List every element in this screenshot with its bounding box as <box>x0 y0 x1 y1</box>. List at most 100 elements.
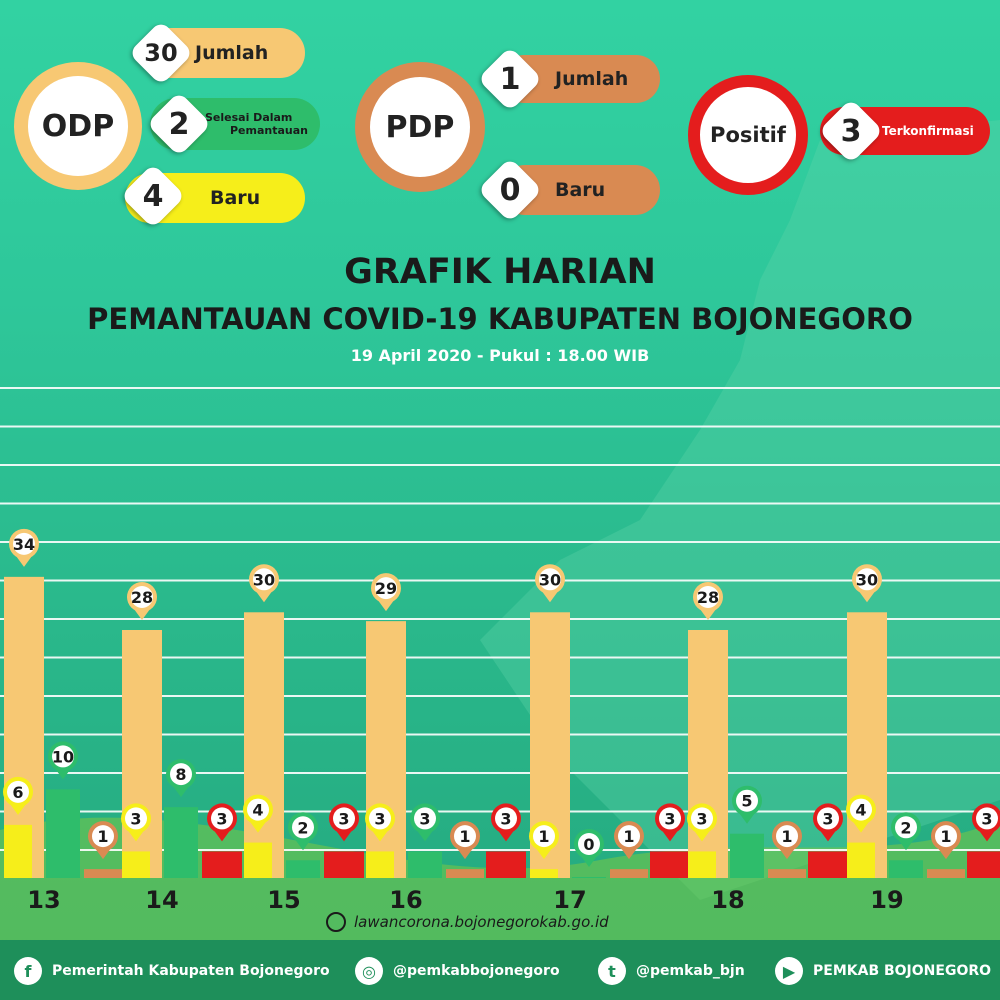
data-label: 3 <box>822 809 833 828</box>
odp-selesai-label-1: Selesai Dalam <box>205 111 293 124</box>
data-label: 3 <box>216 809 227 828</box>
twitter-link[interactable]: t @pemkab_bjn <box>598 957 745 985</box>
pin-odp-jumlah: 28 <box>127 582 157 620</box>
data-label: 30 <box>253 570 275 589</box>
pin-odp-selesai: 5 <box>732 785 762 824</box>
data-label: 3 <box>981 809 992 828</box>
x-tick-label: 15 <box>267 886 300 910</box>
pin-odp-baru: 1 <box>529 821 559 860</box>
data-label: 0 <box>583 835 594 854</box>
pin-positif: 3 <box>655 803 685 842</box>
pin-odp-selesai: 8 <box>166 759 196 798</box>
bar-odp-selesai <box>286 860 320 878</box>
facebook-link[interactable]: f Pemerintah Kabupaten Bojonegoro <box>14 957 330 985</box>
bar-pdp <box>446 869 484 878</box>
data-label: 1 <box>97 827 108 846</box>
pin-odp-baru: 6 <box>3 776 33 815</box>
bar-odp-selesai <box>46 789 80 878</box>
x-tick-label: 16 <box>389 886 422 910</box>
website-link[interactable]: lawancorona.bojonegorokab.go.id <box>326 912 609 932</box>
data-label: 5 <box>741 792 752 811</box>
pdp-label: PDP <box>385 109 455 145</box>
x-tick-label: 17 <box>553 886 586 910</box>
data-label: 4 <box>855 801 866 820</box>
data-label: 3 <box>664 809 675 828</box>
pin-odp-jumlah: 30 <box>249 564 279 603</box>
odp-selesai-value: 2 <box>168 106 190 142</box>
pin-odp-baru: 3 <box>687 803 717 842</box>
bar-pdp <box>610 869 648 878</box>
bar-odp-baru <box>366 851 394 878</box>
data-label: 1 <box>781 827 792 846</box>
x-tick-label: 19 <box>870 886 903 910</box>
odp-jumlah-label: Jumlah <box>195 42 269 64</box>
odp-baru-label: Baru <box>210 187 261 209</box>
pdp-circle: PDP <box>355 62 485 192</box>
bar-odp-selesai <box>889 860 923 878</box>
pdp-baru-value: 0 <box>499 172 521 208</box>
instagram-link[interactable]: ◎ @pemkabbojonegoro <box>355 957 560 985</box>
pin-pdp: 1 <box>614 821 644 860</box>
pin-odp-selesai: 2 <box>891 812 921 851</box>
pin-odp-jumlah: 30 <box>852 564 882 603</box>
pin-odp-jumlah: 28 <box>693 582 723 620</box>
youtube-link[interactable]: ▶ PEMKAB BOJONEGORO <box>775 957 991 985</box>
globe-icon <box>326 912 346 932</box>
pin-positif: 3 <box>207 803 237 842</box>
pin-odp-jumlah: 34 <box>9 528 39 567</box>
pin-odp-selesai: 10 <box>48 741 78 780</box>
pin-pdp: 1 <box>88 821 118 860</box>
facebook-text: Pemerintah Kabupaten Bojonegoro <box>52 963 330 979</box>
pin-odp-baru: 3 <box>121 803 151 842</box>
data-label: 8 <box>175 765 186 784</box>
data-label: 28 <box>697 588 719 607</box>
twitter-text: @pemkab_bjn <box>636 963 745 979</box>
data-label: 3 <box>338 809 349 828</box>
pin-odp-baru: 4 <box>846 794 876 833</box>
bar-odp-jumlah <box>366 621 406 878</box>
positif-circle: Positif <box>688 75 808 195</box>
x-tick-label: 18 <box>711 886 744 910</box>
bar-odp-jumlah <box>688 630 728 878</box>
pdp-jumlah-value: 1 <box>499 61 521 97</box>
data-label: 30 <box>856 570 878 589</box>
youtube-text: PEMKAB BOJONEGORO <box>813 963 992 979</box>
instagram-text: @pemkabbojonegoro <box>393 963 560 979</box>
data-label: 3 <box>696 809 707 828</box>
pin-odp-selesai: 3 <box>410 803 440 842</box>
data-label: 1 <box>538 827 549 846</box>
bar-positif <box>808 851 848 878</box>
data-label: 3 <box>500 809 511 828</box>
data-label: 28 <box>131 588 153 607</box>
pin-positif: 3 <box>972 803 1000 842</box>
bar-odp-baru <box>847 842 875 878</box>
bar-odp-selesai <box>408 851 442 878</box>
pdp-baru-label: Baru <box>555 179 606 201</box>
bar-odp-jumlah <box>244 612 284 878</box>
bar-odp-selesai <box>730 833 764 878</box>
data-label: 34 <box>13 535 35 554</box>
instagram-icon: ◎ <box>355 957 383 985</box>
data-label: 1 <box>623 827 634 846</box>
website-text: lawancorona.bojonegorokab.go.id <box>354 913 609 931</box>
data-label: 4 <box>252 801 263 820</box>
data-label: 1 <box>459 827 470 846</box>
positif-value-label: Terkonfirmasi <box>882 124 974 138</box>
bar-odp-jumlah <box>847 612 887 878</box>
bar-odp-selesai <box>572 877 606 878</box>
bar-odp-baru <box>122 851 150 878</box>
pin-odp-baru: 4 <box>243 794 273 833</box>
pin-pdp: 1 <box>772 821 802 860</box>
twitter-icon: t <box>598 957 626 985</box>
bar-odp-baru <box>688 851 716 878</box>
data-label: 29 <box>375 579 397 598</box>
pin-positif: 3 <box>491 803 521 842</box>
footer-bar <box>0 940 1000 1000</box>
data-label: 2 <box>900 818 911 837</box>
bar-positif <box>486 851 526 878</box>
youtube-icon: ▶ <box>775 957 803 985</box>
bar-odp-jumlah <box>122 630 162 878</box>
data-label: 1 <box>940 827 951 846</box>
